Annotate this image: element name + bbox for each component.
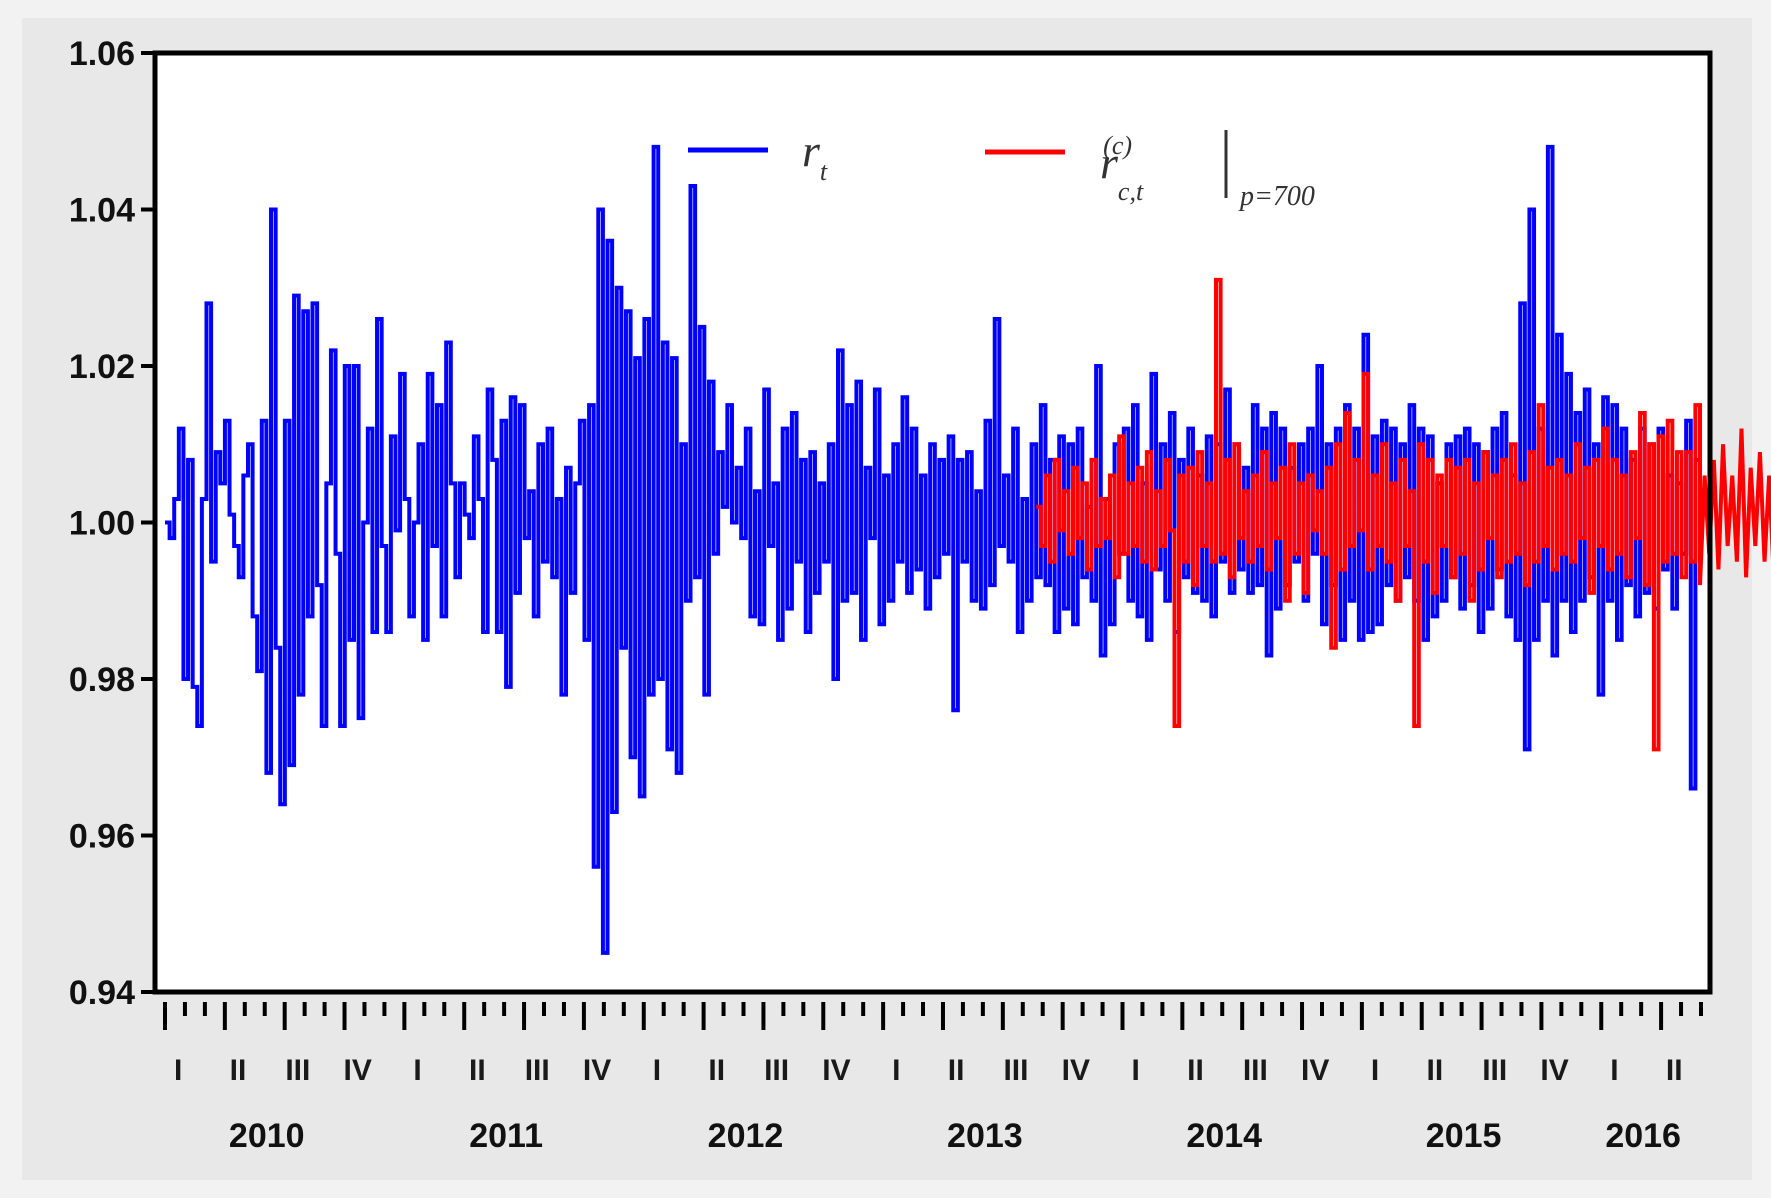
x-year-label: 2013 <box>947 1117 1023 1155</box>
x-quarter-label: II <box>469 1054 486 1087</box>
x-quarter-label: III <box>1003 1054 1028 1087</box>
x-quarter-label: IV <box>1540 1054 1568 1087</box>
x-quarter-label: III <box>1482 1054 1507 1087</box>
x-quarter-label: I <box>653 1054 661 1087</box>
x-quarter-label: III <box>1243 1054 1268 1087</box>
x-quarter-label: I <box>1371 1054 1379 1087</box>
y-tick-label: 1.00 <box>69 505 135 543</box>
x-quarter-label: III <box>285 1054 310 1087</box>
x-quarter-label: IV <box>1062 1054 1090 1087</box>
x-quarter-label: II <box>1666 1054 1683 1087</box>
x-quarter-label: II <box>230 1054 247 1087</box>
y-axis: 0.94 0.96 0.98 1.00 1.02 1.04 1.06 <box>69 35 155 1012</box>
x-year-label: 2014 <box>1186 1117 1262 1155</box>
x-quarter-label: II <box>1187 1054 1204 1087</box>
x-quarter-label: III <box>764 1054 789 1087</box>
x-quarter-label: IV <box>1301 1054 1329 1087</box>
y-tick-label: 0.96 <box>69 818 135 856</box>
x-axis: I II III IV I II III IV I II III IV I II III IV I II III IV… <box>163 1002 1703 1155</box>
x-quarter-label: I <box>413 1054 421 1087</box>
y-tick-label: 1.02 <box>69 348 135 386</box>
x-quarter-label: I <box>892 1054 900 1087</box>
y-tick-label: 0.98 <box>69 661 135 699</box>
legend-subscript: p=700 <box>1238 181 1315 212</box>
y-tick-label: 1.06 <box>69 35 135 73</box>
x-year-label: 2015 <box>1426 1117 1502 1155</box>
x-quarter-label: I <box>1610 1054 1618 1087</box>
x-quarter-label: II <box>708 1054 725 1087</box>
y-tick-label: 1.04 <box>69 192 135 230</box>
x-year-label: 2016 <box>1605 1117 1681 1155</box>
x-quarter-label: IV <box>344 1054 372 1087</box>
series-layer <box>165 144 1771 955</box>
x-year-label: 2012 <box>708 1117 784 1155</box>
x-quarter-label: I <box>174 1054 182 1087</box>
x-quarter-label: IV <box>583 1054 611 1087</box>
x-quarter-label: IV <box>822 1054 850 1087</box>
plot-border <box>152 50 1713 995</box>
series-line-1 <box>1036 277 1771 752</box>
y-tick-label: 0.94 <box>69 974 135 1012</box>
x-quarter-label: II <box>1427 1054 1444 1087</box>
x-quarter-label: II <box>948 1054 965 1087</box>
x-year-label: 2010 <box>229 1117 305 1155</box>
series-line-0 <box>165 144 1702 955</box>
x-quarter-label: I <box>1131 1054 1139 1087</box>
x-year-label: 2011 <box>469 1117 543 1155</box>
x-quarter-label: III <box>525 1054 550 1087</box>
